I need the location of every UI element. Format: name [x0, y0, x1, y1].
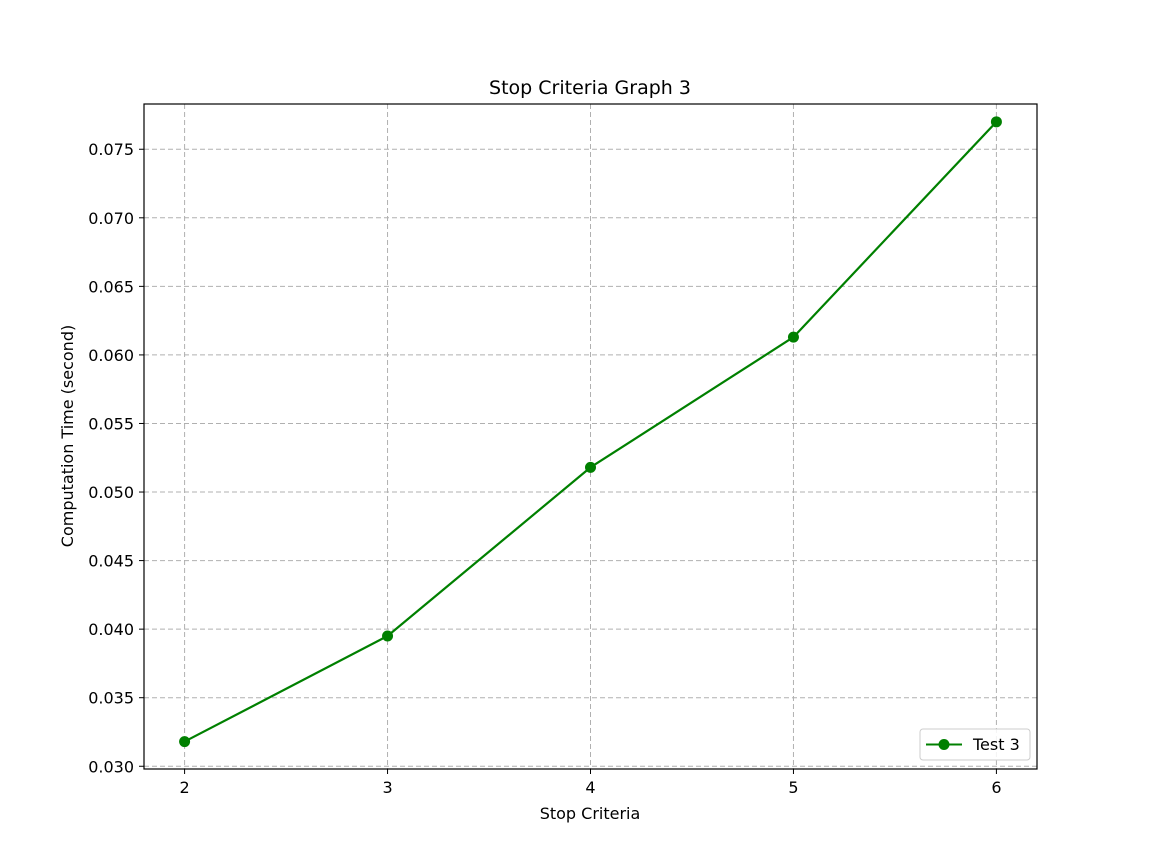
y-tick-label: 0.065: [88, 277, 134, 296]
data-point: [787, 331, 799, 343]
y-tick-label: 0.040: [88, 620, 134, 639]
y-tick-label: 0.055: [88, 414, 134, 433]
y-tick-label: 0.050: [88, 483, 134, 502]
y-axis-ticks: 0.030 0.035 0.040 0.045 0.050 0.055 0.060 0.065…: [88, 140, 144, 776]
chart-title: Stop Criteria Graph 3: [489, 77, 691, 99]
data-point: [585, 461, 596, 473]
x-axis-label: Stop Criteria: [540, 804, 641, 823]
x-tick-label: 5: [788, 778, 798, 797]
y-tick-label: 0.075: [88, 140, 134, 159]
x-tick-label: 3: [382, 778, 392, 797]
legend-marker-test-3: [938, 739, 950, 750]
y-axis-label: Computation Time (second): [58, 325, 77, 547]
y-tick-label: 0.045: [88, 552, 134, 571]
data-point: [382, 630, 394, 642]
x-axis-ticks: 2 3 4 5 6: [179, 769, 1002, 797]
legend-box: [919, 728, 1031, 761]
x-tick-label: 4: [585, 778, 595, 797]
y-tick-label: 0.070: [88, 209, 134, 228]
y-tick-label: 0.060: [88, 346, 134, 365]
x-tick-label: 2: [179, 778, 189, 797]
legend-label-test-3: Test 3: [972, 735, 1020, 754]
data-point: [990, 116, 1002, 128]
legend: Test 3: [919, 728, 1031, 761]
y-tick-label: 0.035: [88, 689, 134, 708]
data-point: [179, 736, 191, 748]
series-layer: [179, 116, 1002, 748]
x-tick-label: 6: [991, 778, 1001, 797]
grid-lines: [144, 104, 1037, 769]
y-tick-label: 0.030: [88, 757, 134, 776]
